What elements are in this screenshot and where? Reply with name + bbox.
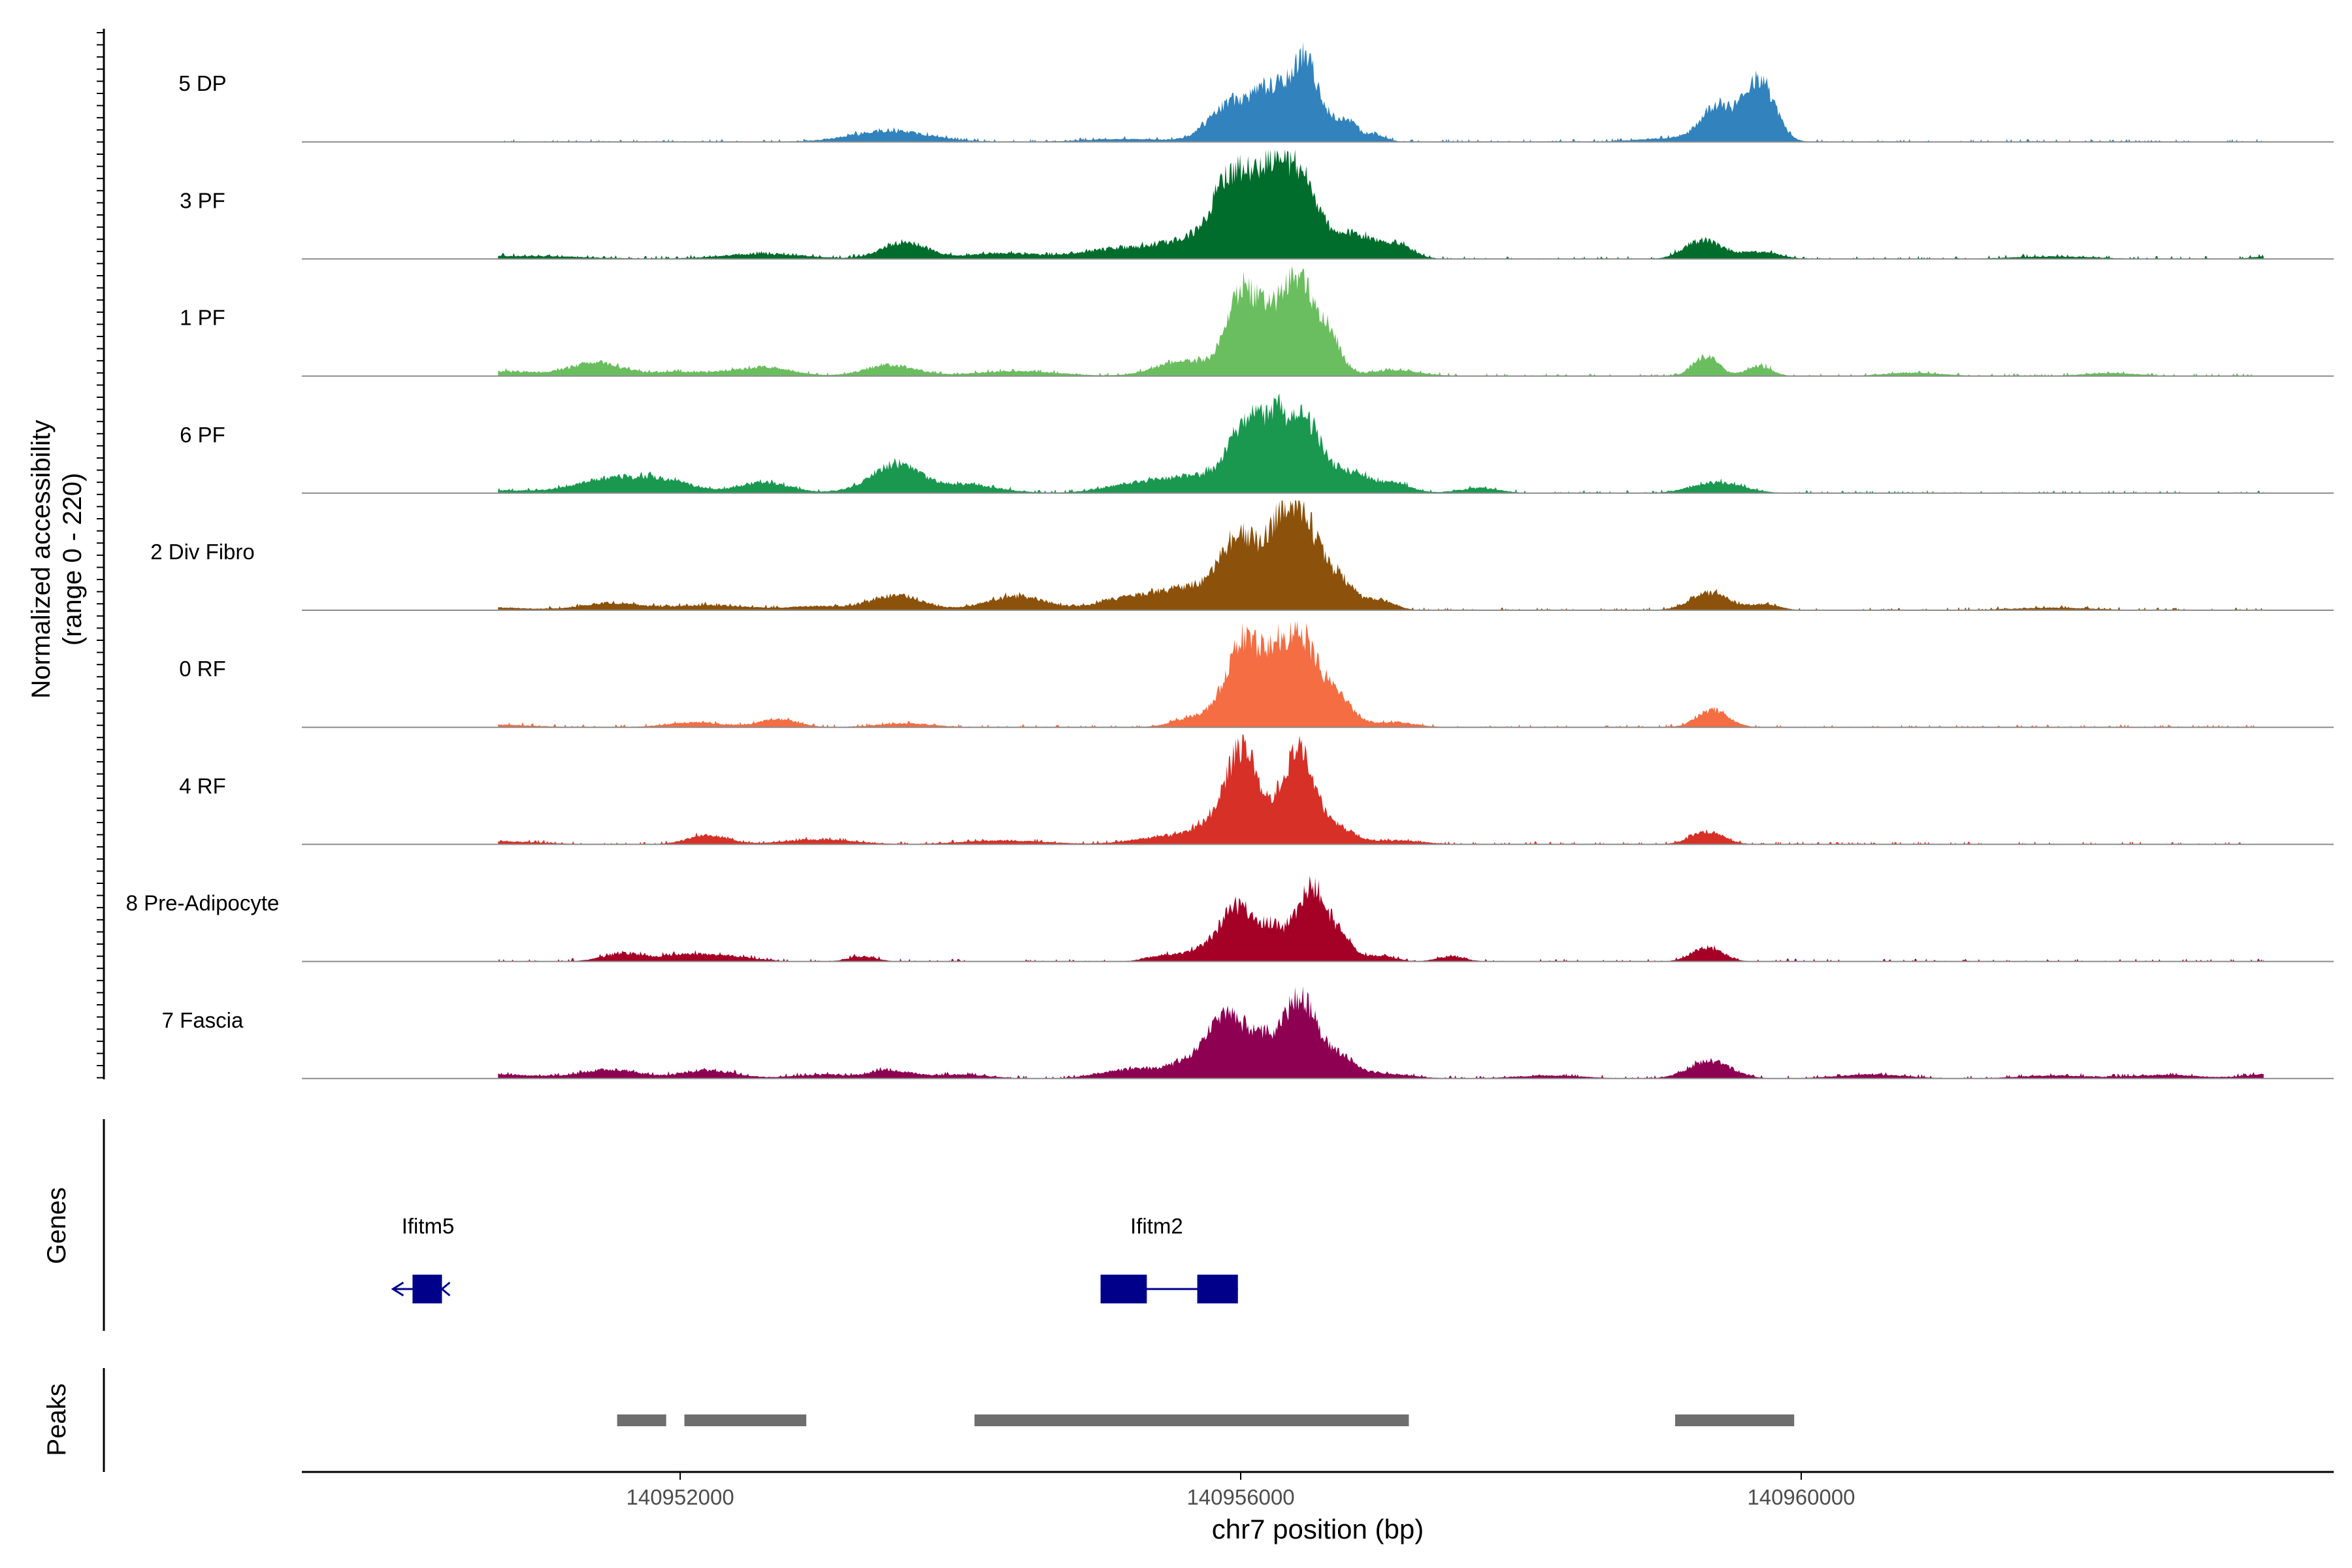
x-tick-label: 140956000 [1186,1485,1294,1509]
x-axis: 140952000 140956000 140960000 chr7 positio… [302,1471,2334,1544]
coverage-area-8-pre-adipocyte [498,875,2264,962]
track-label-2-div-fibro: 2 Div Fibro [150,540,255,564]
x-axis-ticks: 140952000 140956000 140960000 [627,1472,1855,1509]
peak-bar [617,1414,666,1426]
coverage-area-1-pf [498,266,2264,376]
peaks-panel: Peaks [42,1368,1795,1472]
y-axis-label-line2: (range 0 - 220) [58,473,87,646]
gene-exon [1197,1275,1238,1303]
gene-ifitm2: Ifitm2 [1100,1214,1238,1303]
coverage-area-2-div-fibro [498,500,2264,610]
track-label-1-pf: 1 PF [180,306,225,330]
track-label-3-pf: 3 PF [180,188,225,212]
coverage-area-7-fascia [498,986,2264,1079]
peak-regions [617,1414,1795,1426]
peak-bar [1674,1414,1795,1426]
track-label-6-pf: 6 PF [180,423,225,447]
gene-exon [1100,1275,1147,1303]
genes-axis-label: Genes [42,1187,71,1264]
strand-arrow-icon [391,1281,404,1297]
coverage-tracks: 5 DP 3 PF 1 PF 6 PF 2 Div Fibro 0 RF 4 RF 8 Pre… [126,41,2334,1079]
y-axis-label-line1: Normalized accessibility [27,420,56,699]
track-label-7-fascia: 7 Fascia [162,1008,244,1032]
x-tick-label: 140960000 [1747,1485,1855,1509]
track-label-0-rf: 0 RF [179,657,226,681]
x-tick-label: 140952000 [627,1485,734,1509]
gene-label-ifitm2: Ifitm2 [1130,1214,1183,1238]
track-1-pf: 1 PF [180,266,2334,377]
track-6-pf: 6 PF [180,393,2334,494]
genes-panel: Genes Ifitm5 Ifitm2 [42,1119,1238,1331]
peak-bar [974,1414,1409,1426]
track-3-pf: 3 PF [180,149,2334,260]
track-5-dp: 5 DP [178,41,2334,143]
coverage-area-6-pf [498,393,2264,493]
track-4-rf: 4 RF [179,734,2334,845]
coverage-area-3-pf [498,149,2264,259]
strand-chevron-icon [440,1281,451,1297]
gene-ifitm5: Ifitm5 [391,1214,455,1303]
track-0-rf: 0 RF [179,621,2334,728]
peak-bar [684,1414,807,1426]
gene-models: Ifitm5 Ifitm2 [391,1214,1238,1303]
x-axis-label: chr7 position (bp) [1212,1514,1424,1544]
track-8-pre-adipocyte: 8 Pre-Adipocyte [126,875,2334,962]
peaks-axis-label: Peaks [42,1383,71,1456]
track-label-4-rf: 4 RF [179,774,226,798]
track-2-div-fibro: 2 Div Fibro [150,500,2334,611]
gene-label-ifitm5: Ifitm5 [402,1214,455,1238]
track-7-fascia: 7 Fascia [162,986,2334,1079]
coverage-area-0-rf [498,621,2264,728]
gene-exon [412,1275,442,1303]
coverage-area-5-dp [498,41,2264,142]
track-label-8-pre-adipocyte: 8 Pre-Adipocyte [126,891,280,915]
track-label-5-dp: 5 DP [178,71,226,95]
y-axis [97,29,105,1079]
coverage-area-4-rf [498,734,2264,845]
